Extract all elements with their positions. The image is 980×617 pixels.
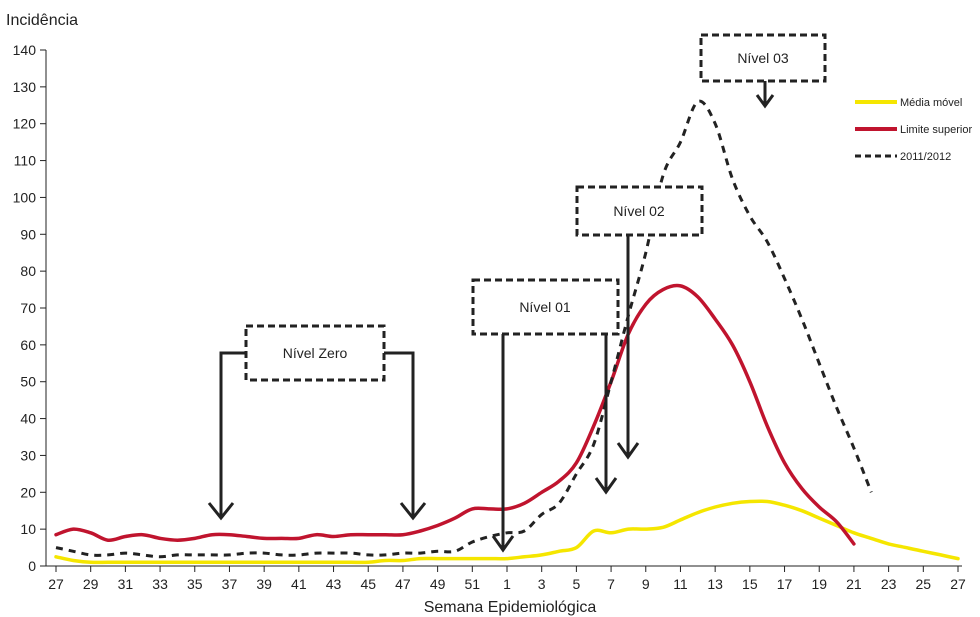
arrow-head [594, 477, 618, 495]
y-tick-label: 50 [20, 374, 36, 390]
x-tick-label: 27 [48, 576, 64, 592]
y-ticks: 0 10 20 30 40 50 60 70 80 90 100 110 120 130 140 [13, 42, 46, 574]
x-tick-label: 39 [256, 576, 272, 592]
y-tick-label: 30 [20, 447, 36, 463]
x-ticks: 27 29 31 33 35 37 39 41 43 45 47 49 51 1 3 5 7 9 11 13 15 17 1… [48, 566, 966, 592]
y-tick-label: 20 [20, 484, 36, 500]
annotation-label: Nível 03 [737, 50, 789, 66]
x-tick-label: 29 [83, 576, 99, 592]
x-tick-label: 51 [465, 576, 481, 592]
y-tick-label: 40 [20, 411, 36, 427]
x-tick-label: 45 [360, 576, 376, 592]
x-tick-label: 5 [572, 576, 580, 592]
y-tick-label: 90 [20, 226, 36, 242]
y-tick-label: 140 [13, 42, 37, 58]
x-tick-label: 43 [326, 576, 342, 592]
x-axis-title: Semana Epidemiológica [424, 599, 597, 616]
annotation-label: Nível Zero [283, 345, 348, 361]
y-tick-label: 130 [13, 79, 37, 95]
y-tick-label: 100 [13, 189, 37, 205]
x-tick-label: 9 [642, 576, 650, 592]
arrow-head [399, 502, 427, 521]
annotation-label: Nível 01 [519, 299, 571, 315]
x-tick-label: 19 [811, 576, 827, 592]
x-tick-label: 35 [187, 576, 203, 592]
arrow-head [616, 442, 640, 460]
legend-label-limite-superior: Limite superior [900, 124, 972, 136]
series-line-2011-2012 [55, 99, 873, 559]
annotation-nivel-zero: Nível Zero [207, 324, 427, 521]
annotation-label: Nível 02 [613, 203, 665, 219]
series-line-limite-superior [54, 283, 856, 546]
x-tick-label: 11 [673, 576, 688, 592]
x-tick-label: 27 [950, 576, 966, 592]
legend-label-2011-2012: 2011/2012 [900, 151, 951, 163]
legend: Média móvel Limite superior 2011/2012 [855, 97, 972, 163]
annotation-box [575, 185, 704, 237]
annotation-box [699, 33, 827, 83]
x-tick-label: 49 [430, 576, 446, 592]
y-tick-label: 70 [20, 300, 36, 316]
x-tick-label: 17 [777, 576, 793, 592]
x-tick-label: 15 [742, 576, 758, 592]
y-tick-label: 80 [20, 263, 36, 279]
y-tick-label: 60 [20, 337, 36, 353]
x-tick-label: 3 [538, 576, 546, 592]
annotation-nivel-01: Nível 01 [471, 278, 620, 553]
x-tick-label: 41 [291, 576, 307, 592]
y-axis-title: Incidência [6, 12, 78, 29]
arrow-line [219, 351, 246, 516]
x-tick-label: 23 [881, 576, 897, 592]
y-tick-label: 120 [13, 116, 37, 132]
x-tick-label: 13 [707, 576, 723, 592]
x-tick-label: 31 [118, 576, 134, 592]
y-tick-label: 10 [20, 521, 36, 537]
series-line-media-movel [54, 499, 960, 565]
x-tick-label: 25 [916, 576, 932, 592]
annotation-nivel-03: Nível 03 [699, 33, 827, 109]
arrow-head [207, 502, 235, 521]
series-group [54, 99, 960, 565]
legend-label-media-movel: Média móvel [900, 97, 962, 109]
x-tick-label: 33 [152, 576, 168, 592]
annotation-nivel-02: Nível 02 [575, 185, 704, 460]
x-tick-label: 21 [846, 576, 862, 592]
y-tick-label: 110 [14, 153, 37, 169]
x-tick-label: 37 [222, 576, 238, 592]
arrow-head [491, 535, 515, 553]
y-tick-label: 0 [28, 558, 36, 574]
x-tick-label: 47 [395, 576, 411, 592]
arrow-line [384, 351, 415, 516]
annotation-box [471, 278, 620, 336]
x-tick-label: 7 [607, 576, 615, 592]
arrow-head [755, 94, 775, 109]
x-tick-label: 1 [503, 576, 511, 592]
